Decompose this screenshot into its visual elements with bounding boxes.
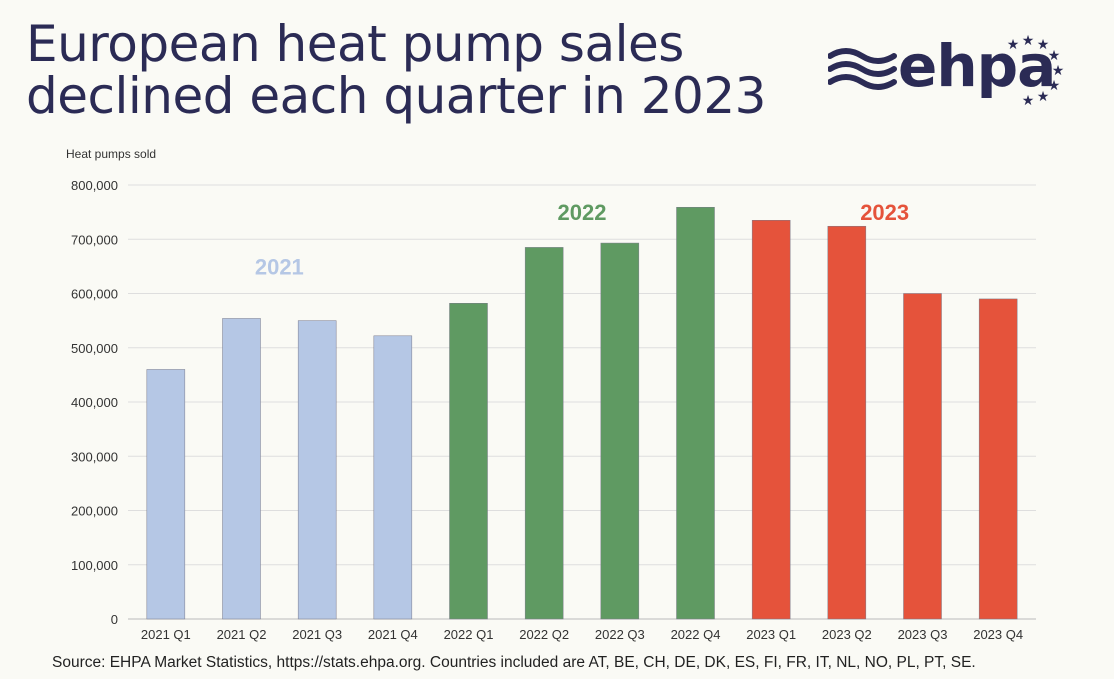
y-axis-ticks: 0 100,000 200,000 300,000 400,000 500,000 600,… bbox=[71, 178, 118, 627]
bar bbox=[676, 206, 715, 620]
star-icon: ★ bbox=[1007, 37, 1020, 53]
x-tick-label: 2021 Q2 bbox=[217, 627, 267, 642]
chart-title-line1: European heat pump sales bbox=[26, 15, 684, 73]
x-tick-label: 2022 Q4 bbox=[671, 627, 721, 642]
bar bbox=[524, 247, 564, 620]
bar bbox=[373, 335, 413, 620]
y-tick-label: 500,000 bbox=[71, 341, 118, 356]
chart-title-line2: declined each quarter in 2023 bbox=[26, 67, 767, 125]
annotations: 2021 2022 2023 bbox=[255, 200, 909, 279]
y-tick-label: 400,000 bbox=[71, 395, 118, 410]
y-tick-label: 200,000 bbox=[71, 504, 118, 519]
bar bbox=[146, 369, 186, 620]
bar bbox=[222, 318, 261, 620]
y-tick-label: 100,000 bbox=[71, 558, 118, 573]
bar bbox=[297, 320, 337, 620]
x-tick-label: 2023 Q3 bbox=[898, 627, 948, 642]
logo-text: ehpa bbox=[898, 32, 1056, 100]
y-tick-label: 0 bbox=[111, 612, 118, 627]
x-tick-label: 2022 Q3 bbox=[595, 627, 645, 642]
bar bbox=[903, 293, 942, 620]
x-tick-label: 2022 Q1 bbox=[444, 627, 494, 642]
x-tick-label: 2023 Q1 bbox=[746, 627, 796, 642]
chart-title: European heat pump sales declined each q… bbox=[26, 15, 767, 125]
bar bbox=[600, 242, 640, 620]
x-tick-label: 2022 Q2 bbox=[519, 627, 569, 642]
bar bbox=[751, 220, 791, 620]
y-tick-label: 300,000 bbox=[71, 449, 118, 464]
star-icon: ★ bbox=[1048, 78, 1061, 94]
x-tick-label: 2023 Q4 bbox=[973, 627, 1023, 642]
star-icon: ★ bbox=[1037, 37, 1050, 53]
x-tick-label: 2021 Q4 bbox=[368, 627, 418, 642]
star-icon: ★ bbox=[1037, 89, 1050, 105]
y-tick-label: 700,000 bbox=[71, 232, 118, 247]
star-icon: ★ bbox=[1048, 48, 1061, 64]
bar bbox=[978, 298, 1018, 620]
ehpa-logo: ehpa ★ ★ ★ ★ ★ ★ ★ ★ bbox=[828, 28, 1078, 108]
x-tick-label: 2021 Q1 bbox=[141, 627, 191, 642]
group-annotation: 2023 bbox=[860, 200, 909, 225]
star-icon: ★ bbox=[1022, 33, 1035, 49]
x-tick-label: 2021 Q3 bbox=[292, 627, 342, 642]
star-icon: ★ bbox=[1052, 63, 1065, 79]
y-tick-label: 800,000 bbox=[71, 178, 118, 193]
grid-lines bbox=[128, 184, 1036, 620]
waves-icon bbox=[828, 48, 897, 90]
x-axis-ticks: 2021 Q1 2021 Q2 2021 Q3 2021 Q4 2022 Q1 2022 … bbox=[141, 627, 1023, 642]
y-axis-label: Heat pumps sold bbox=[66, 147, 156, 161]
x-tick-label: 2023 Q2 bbox=[822, 627, 872, 642]
eu-stars-icon: ★ ★ ★★★★★★ bbox=[1007, 33, 1065, 108]
bar bbox=[449, 303, 488, 620]
bar bbox=[827, 225, 867, 620]
group-annotation: 2022 bbox=[558, 200, 607, 225]
y-tick-label: 600,000 bbox=[71, 287, 118, 302]
star-icon: ★ bbox=[1022, 93, 1035, 108]
group-annotation: 2021 bbox=[255, 254, 304, 279]
bars bbox=[146, 206, 1018, 620]
source-note: Source: EHPA Market Statistics, https://… bbox=[52, 654, 976, 671]
bar-chart: Heat pumps sold 0 100,000 200,000 300,000 40… bbox=[66, 147, 1036, 642]
